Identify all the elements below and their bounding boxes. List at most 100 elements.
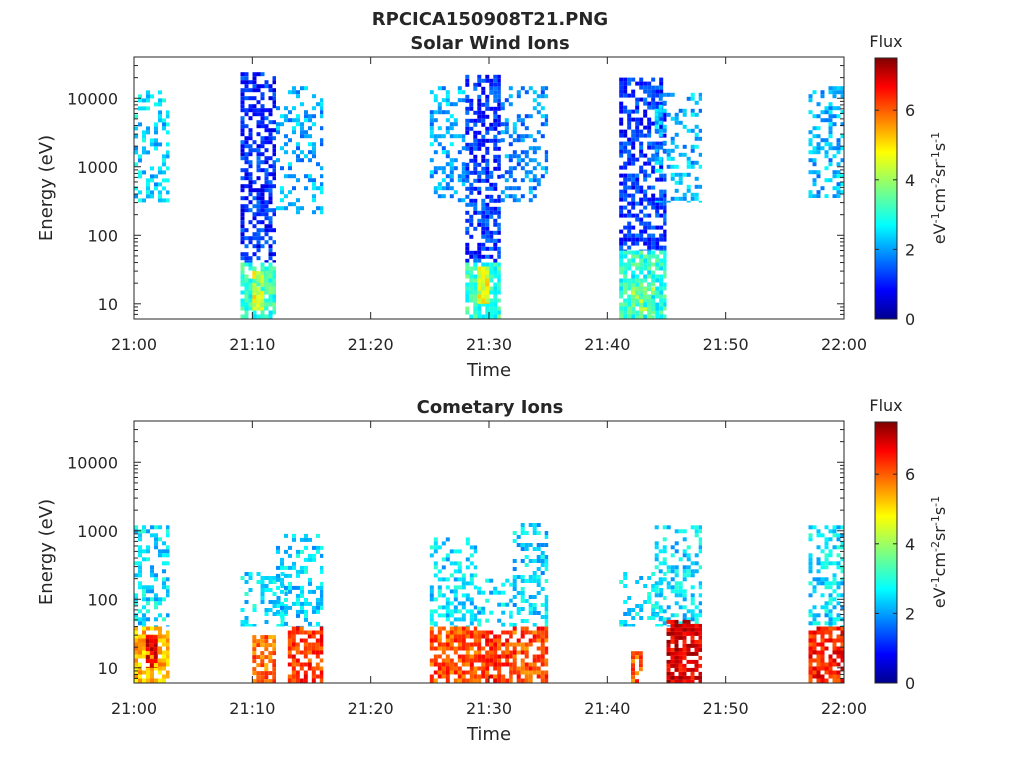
heatmap-cell	[840, 642, 844, 647]
heatmap-cell	[296, 122, 300, 127]
heatmap-cell	[540, 551, 545, 555]
heatmap-cell	[429, 678, 434, 683]
heatmap-cell	[532, 194, 537, 199]
heatmap-cell	[461, 642, 466, 647]
heatmap-cell	[635, 254, 640, 259]
heatmap-cell	[429, 617, 434, 622]
heatmap-cell	[162, 650, 166, 655]
heatmap-cell	[820, 642, 825, 647]
heatmap-cell	[489, 170, 494, 175]
heatmap-cell	[166, 662, 170, 667]
heatmap-cell	[516, 670, 521, 675]
heatmap-cell	[150, 589, 154, 594]
heatmap-cell	[544, 567, 549, 571]
heatmap-cell	[631, 254, 636, 259]
heatmap-cell	[682, 643, 687, 648]
heatmap-cell	[816, 533, 821, 538]
heatmap-cell	[473, 86, 478, 91]
heatmap-cell	[264, 80, 269, 85]
heatmap-cell	[469, 553, 474, 558]
heatmap-cell	[674, 679, 679, 683]
heatmap-cell	[508, 102, 513, 107]
heatmap-cell	[627, 201, 632, 206]
heatmap-cell	[300, 625, 304, 627]
heatmap-cell	[288, 174, 292, 179]
heatmap-cell	[686, 164, 691, 169]
heatmap-cell	[635, 295, 639, 300]
heatmap-cell	[639, 221, 644, 226]
heatmap-cell	[244, 282, 249, 287]
heatmap-cell	[244, 290, 249, 295]
heatmap-cell	[643, 314, 648, 319]
heatmap-cell	[248, 180, 253, 185]
heatmap-cell	[276, 596, 281, 600]
heatmap-cell	[631, 137, 636, 142]
heatmap-cell	[134, 186, 138, 191]
heatmap-cell	[481, 634, 486, 639]
heatmap-cell	[240, 306, 245, 311]
heatmap-cell	[493, 110, 498, 115]
heatmap-cell	[296, 613, 300, 618]
heatmap-cell	[493, 78, 498, 83]
heatmap-cell	[441, 194, 446, 199]
heatmap-cell	[300, 609, 304, 614]
heatmap-cell	[670, 631, 675, 636]
heatmap-cell	[663, 237, 667, 242]
heatmap-cell	[260, 655, 265, 660]
heatmap-cell	[836, 638, 841, 643]
heatmap-cell	[631, 185, 636, 190]
heatmap-cell	[268, 266, 273, 271]
heatmap-cell	[516, 575, 521, 579]
heatmap-cell	[162, 642, 166, 647]
heatmap-cell	[280, 565, 284, 570]
heatmap-cell	[497, 226, 501, 231]
heatmap-cell	[138, 609, 142, 614]
heatmap-cell	[540, 122, 545, 127]
heatmap-cell	[461, 182, 466, 187]
heatmap-cell	[260, 286, 265, 291]
heatmap-cell	[264, 266, 269, 271]
heatmap-cell	[493, 270, 498, 275]
heatmap-cell	[670, 659, 675, 664]
heatmap-cell	[166, 529, 170, 534]
heatmap-cell	[635, 177, 640, 182]
heatmap-cell	[619, 249, 624, 251]
heatmap-cell	[520, 658, 525, 663]
heatmap-cell	[449, 162, 454, 167]
heatmap-cell	[655, 209, 660, 214]
heatmap-cell	[320, 545, 324, 550]
heatmap-cell	[473, 310, 478, 315]
heatmap-cell	[520, 122, 525, 127]
heatmap-cell	[836, 106, 841, 111]
heatmap-cell	[485, 94, 490, 99]
heatmap-cell	[536, 523, 541, 527]
heatmap-cell	[477, 298, 482, 303]
heatmap-cell	[836, 650, 841, 655]
heatmap-cell	[540, 587, 545, 591]
heatmap-cell	[481, 654, 486, 659]
heatmap-cell	[315, 662, 320, 667]
heatmap-cell	[256, 120, 261, 125]
heatmap-cell	[627, 137, 632, 142]
heatmap-cell	[473, 654, 478, 659]
heatmap-cell	[659, 278, 664, 283]
heatmap-cell	[670, 196, 675, 201]
heatmap-cell	[481, 154, 486, 159]
heatmap-cell	[528, 559, 533, 563]
heatmap-cell	[146, 589, 150, 594]
heatmap-cell	[643, 133, 648, 138]
heatmap-cell	[461, 634, 466, 639]
heatmap-cell	[316, 102, 320, 107]
heatmap-cell	[694, 176, 699, 181]
heatmap-cell	[832, 674, 837, 679]
heatmap-cell	[635, 121, 640, 126]
heatmap-cell	[623, 85, 628, 90]
heatmap-cell	[461, 98, 466, 103]
heatmap-cell	[437, 666, 442, 671]
heatmap-cell	[162, 186, 166, 191]
heatmap-cell	[682, 627, 687, 632]
heatmap-cell	[453, 626, 458, 631]
heatmap-cell	[824, 581, 829, 586]
heatmap-cell	[146, 674, 150, 679]
heatmap-cell	[686, 643, 691, 648]
